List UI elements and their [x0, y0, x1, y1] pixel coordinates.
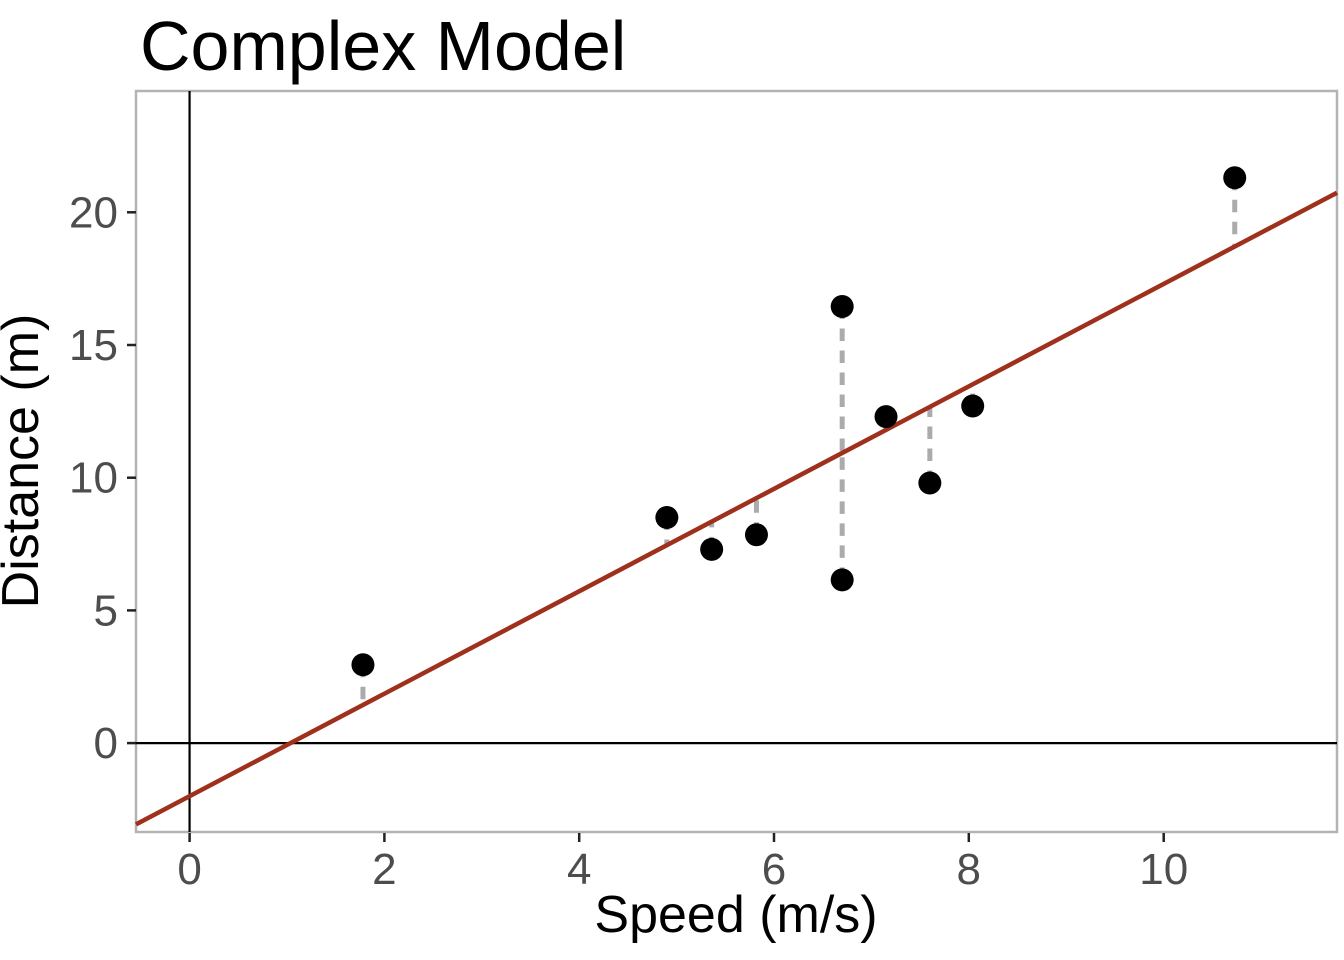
x-tick-label: 2	[372, 845, 396, 894]
x-tick-label: 4	[567, 845, 591, 894]
y-tick-label: 20	[69, 188, 118, 237]
plot-title: Complex Model	[140, 7, 626, 85]
x-tick-label: 0	[177, 845, 201, 894]
y-tick-label: 5	[94, 586, 118, 635]
x-axis-title: Speed (m/s)	[594, 886, 877, 944]
data-point	[351, 653, 375, 677]
data-point	[874, 405, 898, 429]
y-axis-title: Distance (m)	[0, 314, 50, 609]
data-point	[1223, 166, 1247, 190]
x-tick-label: 10	[1139, 845, 1188, 894]
points-group	[351, 166, 1247, 677]
data-point	[830, 295, 854, 319]
y-tick-label: 15	[69, 321, 118, 370]
data-point	[961, 394, 985, 418]
fit-line	[134, 190, 1339, 827]
data-point	[744, 523, 768, 547]
plot-panel	[134, 89, 1339, 834]
y-tick-label: 10	[69, 454, 118, 503]
data-point	[918, 471, 942, 495]
x-tick-label: 8	[957, 845, 981, 894]
data-point	[655, 505, 679, 529]
data-point	[700, 537, 724, 561]
x-axis-ticks	[188, 833, 1165, 842]
x-tick-label: 6	[762, 845, 786, 894]
data-point	[830, 568, 854, 592]
y-axis-ticks	[127, 211, 136, 745]
y-tick-label: 0	[94, 719, 118, 768]
